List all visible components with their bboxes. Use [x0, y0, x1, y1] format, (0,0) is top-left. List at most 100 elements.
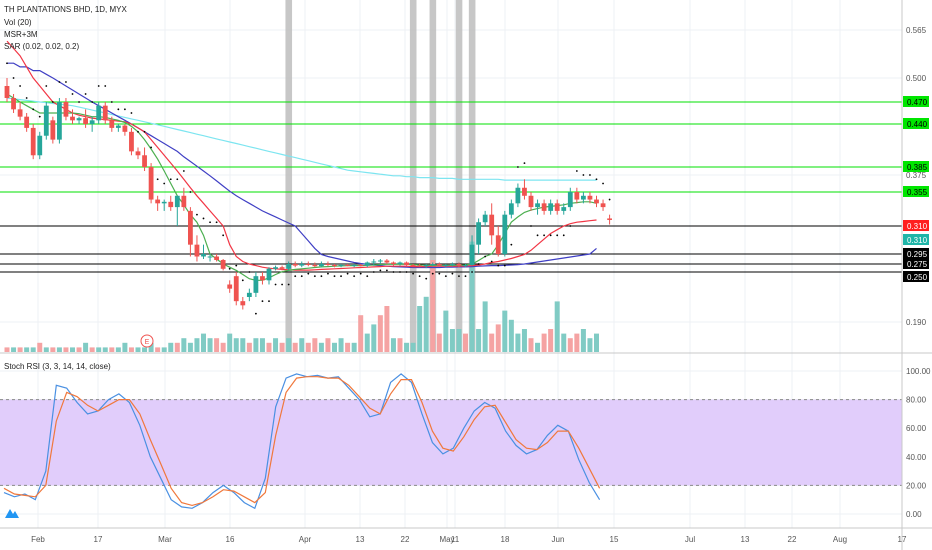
stoch-rsi-label[interactable]: Stoch RSI (3, 3, 14, 14, close) [4, 362, 111, 371]
volume-bar-41 [273, 338, 279, 352]
candle-body-25 [168, 201, 174, 208]
time-tick-label: 11 [451, 535, 460, 544]
indicator-msr-label[interactable]: MSR+3M [4, 30, 38, 39]
candle-body-3 [24, 116, 30, 128]
sar-dot-66 [438, 272, 441, 275]
sar-dot-89 [589, 174, 591, 176]
candle-body-82 [541, 203, 547, 211]
sar-dot-28 [189, 191, 192, 193]
volume-bar-83 [548, 329, 554, 352]
sar-dot-6 [45, 85, 48, 87]
price-tag-6 [903, 248, 929, 259]
time-tick-label: May [439, 535, 454, 544]
sar-dot-20 [137, 130, 139, 133]
rsi-tick-label: 0.00 [906, 510, 922, 519]
earnings-event-marker[interactable]: E [140, 334, 154, 348]
event-marker-circle [140, 334, 154, 348]
sar-dot-12 [84, 93, 87, 95]
sar-dot-46 [307, 272, 310, 275]
sar-dot-21 [143, 130, 146, 133]
candle-body-49 [325, 264, 331, 265]
sar-dot-10 [71, 93, 74, 95]
highlight-column-0 [285, 0, 293, 352]
candle-body-70 [463, 264, 468, 266]
candle-body-27 [181, 195, 187, 208]
sar-dot-51 [340, 275, 342, 278]
volume-bar-78 [515, 333, 521, 352]
volume-bar-26 [174, 342, 180, 352]
sar-dot-61 [405, 271, 408, 273]
volume-bar-13 [89, 347, 95, 352]
volume-bar-59 [390, 338, 396, 352]
sar-dot-44 [294, 275, 297, 278]
sar-dot-78 [517, 166, 519, 168]
candle-body-57 [377, 260, 383, 262]
sar-dot-43 [287, 283, 290, 286]
candle-body-45 [299, 264, 305, 266]
candle-body-37 [246, 292, 252, 297]
sar-dot-73 [484, 255, 487, 258]
price-tag-0 [903, 96, 929, 107]
price-levels [0, 101, 902, 273]
indicator-sar-label[interactable]: SAR (0.02, 0.02, 0.2) [4, 42, 80, 51]
indicator-volume-label[interactable]: Vol (20) [4, 18, 32, 27]
candle-body-43 [286, 264, 292, 269]
candle-body-52 [345, 264, 350, 266]
time-tick-label: 22 [788, 535, 797, 544]
tradingview-logo-icon[interactable] [4, 506, 20, 520]
sar-dot-91 [602, 182, 604, 185]
candle-body-23 [155, 199, 161, 204]
sar-dot-70 [464, 275, 467, 278]
sar-dot-48 [320, 275, 323, 278]
volume-bar-1 [11, 347, 17, 352]
parabolic-sar [6, 62, 611, 315]
sar-dot-52 [346, 272, 349, 275]
highlight-column-2 [429, 0, 437, 352]
candle-body-58 [384, 260, 390, 263]
sar-dot-13 [91, 101, 94, 103]
volume-bar-19 [128, 347, 134, 352]
sar-dot-38 [255, 312, 257, 315]
volume-bar-79 [521, 329, 527, 352]
sar-dot-25 [169, 178, 172, 181]
volume-bar-88 [580, 329, 586, 352]
volume-bar-67 [443, 310, 449, 352]
time-tick-label: 17 [898, 535, 907, 544]
time-tick-label: 13 [356, 535, 365, 544]
volume-bar-84 [554, 301, 560, 352]
sar-dot-83 [549, 234, 552, 237]
symbol-title[interactable]: TH PLANTATIONS BHD, 1D, MYX [4, 5, 127, 14]
volume-bar-64 [423, 296, 429, 352]
candle-body-40 [266, 268, 272, 281]
volume-bar-71 [469, 241, 475, 352]
volume-bar-69 [456, 329, 462, 352]
volume-bar-46 [305, 342, 311, 352]
candle-body-22 [148, 167, 154, 200]
candle-body-89 [587, 195, 593, 200]
sar-dot-32 [215, 221, 218, 224]
volume-bar-54 [358, 315, 364, 352]
candle-body-44 [292, 264, 298, 266]
volume-bar-52 [345, 342, 351, 352]
sar-dot-15 [104, 85, 107, 87]
volume-bar-73 [482, 301, 488, 352]
sar-dot-40 [268, 300, 270, 303]
volume-bar-34 [227, 333, 233, 352]
sar-dot-19 [130, 112, 133, 114]
candle-body-91 [600, 203, 606, 208]
candle-body-42 [279, 267, 285, 269]
candle-body-84 [554, 203, 560, 211]
highlight-columns [285, 0, 476, 352]
price-tag-3 [903, 186, 929, 197]
volume-bar-7 [50, 347, 56, 352]
time-tick-label: 17 [94, 535, 103, 544]
candle-body-32 [214, 256, 219, 260]
price-tick-label: 0.190 [906, 318, 927, 327]
sar-dot-84 [556, 234, 559, 237]
sar-dot-72 [477, 263, 480, 265]
candle-body-29 [194, 244, 200, 257]
volume-bar-75 [495, 324, 501, 352]
